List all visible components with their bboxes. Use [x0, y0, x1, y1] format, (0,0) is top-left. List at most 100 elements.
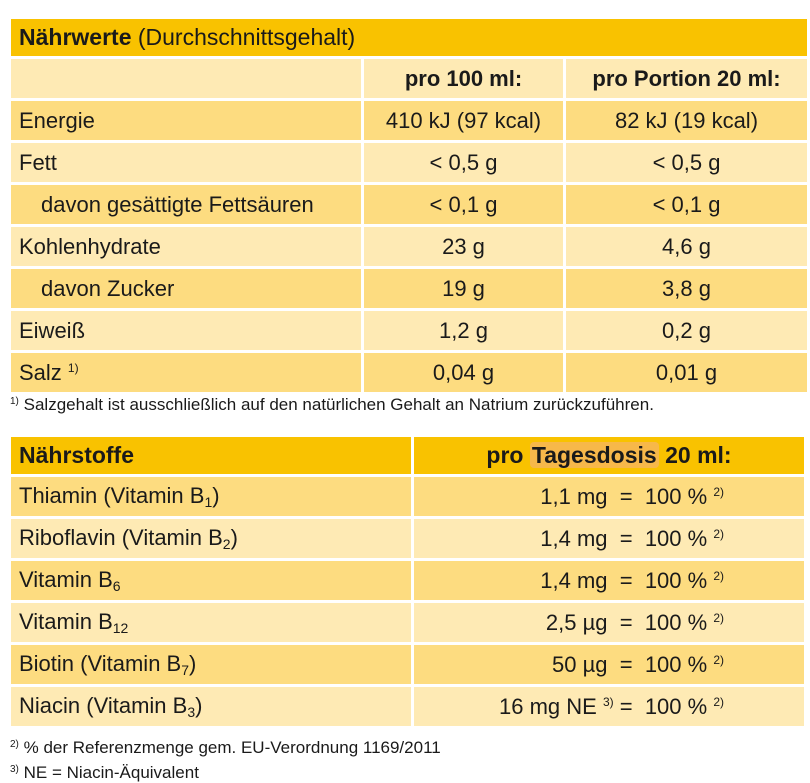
row-value: 1,4 mg = 100 % 2) [414, 561, 804, 600]
label-text: Niacin (Vitamin B [19, 693, 188, 718]
footnote-1: 1) Salzgehalt ist ausschließlich auf den… [10, 395, 654, 415]
value-text: 1,4 mg = 100 % [540, 525, 708, 551]
percent-mark: 2) [713, 652, 724, 667]
table-title: Nährwerte [19, 24, 132, 50]
value-text: 1,1 mg = 100 % [540, 483, 708, 509]
table-row: davon gesättigte Fettsäuren < 0,1 g < 0,… [11, 185, 808, 224]
footnote-text: Salzgehalt ist ausschließlich auf den na… [23, 395, 654, 414]
row-value-portion: < 0,5 g [566, 143, 808, 182]
table-row: Energie 410 kJ (97 kcal) 82 kJ (19 kcal) [11, 101, 808, 140]
row-value-100ml: 1,2 g [364, 311, 563, 350]
value-text: 1,4 mg = 100 % [540, 567, 708, 593]
table-row: Biotin (Vitamin B7) 50 µg = 100 % 2) [11, 645, 804, 684]
table-row: Vitamin B6 1,4 mg = 100 % 2) [11, 561, 804, 600]
label-text: Riboflavin (Vitamin B [19, 525, 223, 550]
row-value-portion: 0,2 g [566, 311, 808, 350]
table-subtitle: (Durchschnittsgehalt) [137, 24, 356, 50]
row-value-100ml: 0,04 g [364, 353, 563, 392]
label-sub: 2 [222, 536, 231, 552]
row-value-portion: 3,8 g [566, 269, 808, 308]
header-highlight: Tagesdosis [529, 442, 659, 468]
percent-mark: 2) [713, 694, 724, 709]
label-text: Vitamin B [19, 609, 113, 634]
row-label: Fett [11, 143, 361, 182]
label-text: Vitamin B [19, 567, 113, 592]
footnote-mark: 3) [10, 764, 19, 775]
percent-mark: 2) [713, 568, 724, 583]
table-row: Niacin (Vitamin B3) 16 mg NE 3) = 100 % … [11, 687, 804, 726]
naehrstoffe-title: Nährstoffe [11, 437, 411, 474]
header-suffix: 20 ml: [665, 442, 732, 468]
table-row: Thiamin (Vitamin B1) 1,1 mg = 100 % 2) [11, 477, 804, 516]
row-label: Salz 1) [11, 353, 361, 392]
row-value: 1,1 mg = 100 % 2) [414, 477, 804, 516]
row-value-100ml: < 0,5 g [364, 143, 563, 182]
label-close: ) [230, 525, 238, 550]
percent-mark: 2) [713, 526, 724, 541]
row-value-portion: < 0,1 g [566, 185, 808, 224]
table-row: davon Zucker 19 g 3,8 g [11, 269, 808, 308]
value-text: 50 µg = 100 % [552, 651, 708, 677]
row-value: 2,5 µg = 100 % 2) [414, 603, 804, 642]
naehrwerte-title: Nährwerte (Durchschnittsgehalt) [11, 19, 808, 56]
footnote-mark: 1) [10, 396, 19, 407]
label-text: Biotin (Vitamin B [19, 651, 182, 676]
row-value-100ml: 19 g [364, 269, 563, 308]
row-value-100ml: < 0,1 g [364, 185, 563, 224]
table-row: Riboflavin (Vitamin B2) 1,4 mg = 100 % 2… [11, 519, 804, 558]
row-label: Eiweiß [11, 311, 361, 350]
label-close: ) [189, 651, 197, 676]
row-label: Energie [11, 101, 361, 140]
naehrstoffe-table: Nährstoffe pro Tagesdosis 20 ml: Thiamin… [8, 434, 807, 729]
footnote-ref: 1) [67, 360, 79, 375]
value-text: 2,5 µg = 100 % [545, 609, 708, 635]
row-label: Riboflavin (Vitamin B2) [11, 519, 411, 558]
label-sub: 7 [181, 662, 190, 678]
row-label: Kohlenhydrate [11, 227, 361, 266]
percent-mark: 2) [713, 484, 724, 499]
percent-mark: 2) [713, 610, 724, 625]
footnote-3: 3) NE = Niacin-Äquivalent [10, 763, 199, 783]
table-row: Vitamin B12 2,5 µg = 100 % 2) [11, 603, 804, 642]
row-value-100ml: 410 kJ (97 kcal) [364, 101, 563, 140]
row-value-100ml: 23 g [364, 227, 563, 266]
column-header-daily-dose: pro Tagesdosis 20 ml: [414, 437, 804, 474]
footnote-mark: 2) [10, 739, 19, 750]
label-sub: 6 [112, 578, 121, 594]
row-value-portion: 82 kJ (19 kcal) [566, 101, 808, 140]
header-prefix: pro [486, 442, 524, 468]
row-label: Niacin (Vitamin B3) [11, 687, 411, 726]
footnote-text: NE = Niacin-Äquivalent [23, 763, 199, 782]
row-label: Biotin (Vitamin B7) [11, 645, 411, 684]
row-label: Vitamin B12 [11, 603, 411, 642]
row-value: 16 mg NE 3) = 100 % 2) [414, 687, 804, 726]
row-label: Vitamin B6 [11, 561, 411, 600]
label-text: Thiamin (Vitamin B [19, 483, 205, 508]
footnote-text: % der Referenzmenge gem. EU-Verordnung 1… [23, 738, 441, 757]
row-label-text: Salz [19, 359, 62, 385]
column-header-per-portion: pro Portion 20 ml: [566, 59, 808, 98]
value-pre: 16 mg NE [499, 693, 597, 719]
naehrwerte-table: Nährwerte (Durchschnittsgehalt) pro 100 … [8, 16, 810, 395]
row-value-portion: 0,01 g [566, 353, 808, 392]
table-row: Fett < 0,5 g < 0,5 g [11, 143, 808, 182]
header-empty-cell [11, 59, 361, 98]
label-sub: 3 [187, 704, 196, 720]
value-post: = 100 % [619, 693, 708, 719]
row-value-portion: 4,6 g [566, 227, 808, 266]
ne-mark: 3) [602, 694, 614, 709]
row-label: Thiamin (Vitamin B1) [11, 477, 411, 516]
label-sub: 12 [112, 620, 129, 636]
label-close: ) [195, 693, 203, 718]
row-value: 50 µg = 100 % 2) [414, 645, 804, 684]
label-close: ) [212, 483, 220, 508]
row-label: davon gesättigte Fettsäuren [11, 185, 361, 224]
table-row: Salz 1) 0,04 g 0,01 g [11, 353, 808, 392]
column-header-per-100ml: pro 100 ml: [364, 59, 563, 98]
label-sub: 1 [204, 494, 213, 510]
row-value: 1,4 mg = 100 % 2) [414, 519, 804, 558]
table-row: Eiweiß 1,2 g 0,2 g [11, 311, 808, 350]
footnote-2: 2) % der Referenzmenge gem. EU-Verordnun… [10, 738, 441, 758]
table-row: Kohlenhydrate 23 g 4,6 g [11, 227, 808, 266]
row-label: davon Zucker [11, 269, 361, 308]
